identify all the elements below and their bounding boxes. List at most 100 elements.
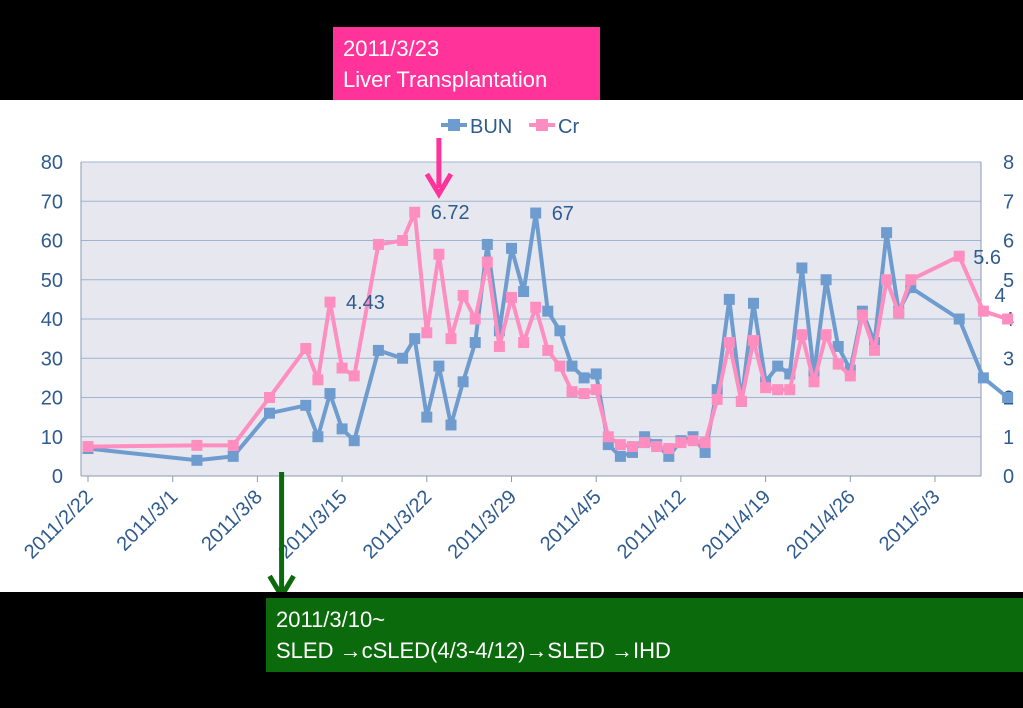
cr-point — [372, 238, 384, 250]
y-right-tick-label: 7 — [1003, 191, 1014, 213]
therapy-callout: 2011/3/10~ SLED →cSLED(4/3-4/12)→SLED →I… — [266, 598, 1023, 672]
cr-point — [264, 392, 275, 403]
x-tick-label: 2011/3/1 — [113, 486, 183, 556]
y-left-tick-label: 50 — [41, 270, 63, 292]
y-left-tick-label: 10 — [41, 427, 63, 449]
bun-point — [711, 384, 723, 396]
cr-point — [457, 289, 469, 301]
therapy-callout-label: SLED →cSLED(4/3-4/12)→SLED →IHD — [276, 638, 671, 663]
x-tick-label: 2011/5/3 — [875, 486, 945, 556]
cr-point — [699, 437, 711, 449]
bun-point — [336, 423, 348, 435]
cr-point — [493, 340, 505, 352]
bun-point — [191, 454, 203, 466]
y-right-tick-label: 0 — [1003, 466, 1014, 488]
cr-point — [711, 393, 723, 405]
x-tick-label: 2011/4/26 — [782, 486, 859, 563]
cr-point — [808, 376, 820, 388]
bun-point — [881, 227, 893, 239]
bun-point — [784, 368, 796, 380]
cr-data-label: 4.43 — [346, 292, 385, 314]
bun-point — [227, 450, 239, 462]
bun-point — [832, 340, 844, 352]
y-left-tick-label: 80 — [41, 152, 63, 174]
cr-point — [844, 370, 856, 382]
cr-point — [469, 313, 481, 325]
bun-point — [566, 360, 578, 372]
cr-data-label: 6.72 — [431, 202, 470, 224]
x-tick-label: 2011/2/22 — [20, 486, 97, 563]
bun-point — [457, 376, 469, 388]
bun-point — [493, 325, 505, 337]
bun-point — [312, 431, 324, 443]
cr-point — [324, 296, 336, 308]
cr-point — [590, 384, 602, 396]
bun-point — [324, 388, 336, 400]
y-left-tick-label: 70 — [41, 191, 63, 213]
cr-point — [397, 235, 409, 246]
bun-point — [977, 372, 989, 384]
bun-data-label: 67 — [552, 203, 574, 225]
y-left-tick-label: 60 — [41, 231, 63, 253]
bun-point — [421, 411, 433, 423]
cr-point — [832, 358, 844, 370]
cr-point — [445, 333, 457, 345]
y-left-tick-label: 0 — [52, 466, 63, 488]
transplant-callout: 2011/3/23 Liver Transplantation — [333, 27, 600, 100]
cr-point — [506, 291, 517, 303]
bun-point — [554, 325, 566, 337]
cr-point — [639, 437, 651, 449]
bun-point — [1002, 392, 1014, 403]
bun-point — [372, 344, 384, 356]
cr-point — [675, 437, 687, 449]
cr-point — [348, 370, 360, 382]
cr-point — [905, 274, 917, 286]
bun-point — [264, 407, 275, 419]
cr-point — [336, 362, 348, 374]
cr-data-label: 4 — [994, 285, 1005, 307]
cr-point — [1002, 313, 1014, 325]
cr-point — [760, 382, 772, 394]
cr-point — [784, 384, 796, 396]
bun-point — [627, 446, 638, 458]
cr-point — [433, 248, 445, 260]
bun-point — [699, 446, 711, 458]
cr-point — [953, 250, 965, 262]
legend-bun-label: BUN — [470, 116, 512, 138]
bun-point — [602, 439, 614, 451]
bun-point — [506, 242, 517, 254]
cr-point — [627, 441, 638, 453]
cr-point — [869, 344, 880, 356]
cr-point — [614, 439, 626, 451]
cr-point — [602, 431, 614, 443]
transplant-callout-date: 2011/3/23 — [343, 36, 440, 61]
cr-point — [530, 301, 542, 313]
x-tick-label: 2011/3/29 — [444, 486, 521, 563]
bun-point — [772, 360, 784, 372]
bun-cr-chart: 010203040506070800123456782011/2/222011/… — [20, 116, 1014, 592]
cr-point — [772, 384, 784, 396]
x-tick-label: 2011/4/5 — [536, 486, 606, 556]
x-tick-label: 2011/3/22 — [359, 486, 436, 563]
x-tick-label: 2011/4/19 — [698, 486, 775, 563]
legend-cr-swatch-marker — [536, 119, 548, 131]
cr-point — [893, 307, 905, 319]
cr-point — [409, 206, 421, 218]
cr-point — [687, 435, 699, 447]
chart-panel: 010203040506070800123456782011/2/222011/… — [0, 100, 1023, 592]
therapy-callout-date: 2011/3/10~ — [276, 607, 386, 632]
bun-point — [796, 262, 808, 274]
cr-point — [300, 342, 312, 354]
bun-point — [905, 282, 917, 294]
transplant-callout-label: Liver Transplantation — [343, 67, 548, 92]
cr-point — [481, 256, 493, 268]
bun-point — [639, 431, 651, 443]
cr-point — [651, 441, 663, 453]
cr-point — [82, 441, 94, 453]
therapy-arrow-head — [267, 574, 296, 592]
cr-point — [856, 309, 868, 321]
cr-point — [820, 329, 832, 341]
bun-point — [445, 419, 457, 431]
bun-point — [433, 360, 445, 372]
bun-point — [530, 207, 542, 219]
